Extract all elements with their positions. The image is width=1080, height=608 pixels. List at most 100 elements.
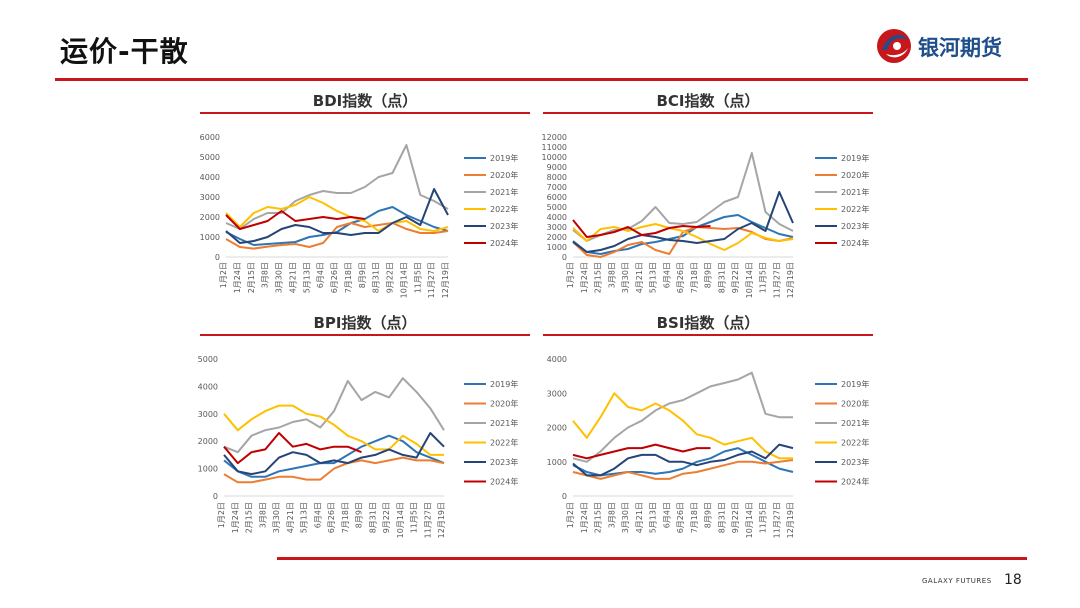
y-tick-label: 10000 bbox=[542, 153, 567, 162]
y-tick-label: 0 bbox=[215, 253, 220, 262]
bci-chart: BCI指数（点） 0 1000 2000 3000 4000 5000 6000 7000 80… bbox=[542, 90, 873, 310]
logo-text: 银河期货 bbox=[918, 36, 1002, 60]
y-tick-label: 6000 bbox=[200, 133, 220, 142]
legend-label: 2020年 bbox=[490, 399, 518, 409]
x-tick-label: 8月31日 bbox=[717, 262, 726, 293]
x-tick-label: 8月9日 bbox=[704, 502, 713, 528]
x-tick-label: 9月22日 bbox=[731, 502, 740, 533]
legend-label: 2024年 bbox=[490, 238, 518, 248]
x-tick-label: 3月30日 bbox=[275, 262, 284, 293]
y-tick-label: 3000 bbox=[547, 389, 567, 398]
x-tick-label: 3月8日 bbox=[258, 502, 267, 528]
y-tick-label: 1000 bbox=[198, 465, 218, 474]
legend-label: 2023年 bbox=[490, 221, 518, 231]
y-tick-label: 4000 bbox=[547, 213, 567, 222]
legend-label: 2021年 bbox=[490, 418, 518, 428]
series-line-2024年 bbox=[225, 210, 365, 230]
footer-brand: GALAXY FUTURES bbox=[922, 577, 992, 585]
series-line-2019年 bbox=[572, 214, 794, 255]
y-tick-label: 3000 bbox=[200, 193, 220, 202]
legend-label: 2023年 bbox=[841, 221, 869, 231]
legend-label: 2019年 bbox=[490, 153, 518, 163]
series-line-2020年 bbox=[572, 459, 794, 480]
x-tick-label: 7月18日 bbox=[344, 262, 353, 293]
x-tick-label: 10月14日 bbox=[745, 502, 754, 538]
x-tick-label: 8月31日 bbox=[717, 502, 726, 533]
x-tick-label: 4月21日 bbox=[635, 262, 644, 293]
legend-label: 2019年 bbox=[841, 379, 869, 389]
y-tick-label: 1000 bbox=[547, 458, 567, 467]
x-tick-label: 11月27日 bbox=[772, 262, 781, 298]
series-line-2024年 bbox=[572, 443, 711, 460]
y-tick-label: 0 bbox=[213, 492, 218, 501]
x-tick-label: 9月22日 bbox=[382, 502, 391, 533]
x-tick-label: 4月21日 bbox=[288, 262, 297, 293]
x-tick-label: 1月2日 bbox=[566, 502, 575, 528]
series-line-2021年 bbox=[225, 144, 449, 230]
series-line-2020年 bbox=[225, 222, 449, 250]
chart-title: BCI指数（点） bbox=[656, 92, 760, 110]
x-tick-label: 9月22日 bbox=[386, 262, 395, 293]
x-tick-label: 1月24日 bbox=[233, 262, 242, 293]
chart-title-divider bbox=[200, 112, 530, 114]
y-tick-label: 1000 bbox=[200, 233, 220, 242]
legend-label: 2022年 bbox=[490, 204, 518, 214]
legend-label: 2022年 bbox=[841, 438, 869, 448]
x-tick-label: 1月24日 bbox=[580, 262, 589, 293]
series-line-2019年 bbox=[572, 447, 794, 477]
page-number: 18 bbox=[1004, 572, 1022, 588]
x-tick-label: 11月27日 bbox=[427, 262, 436, 298]
legend-label: 2021年 bbox=[841, 187, 869, 197]
x-tick-label: 8月9日 bbox=[358, 262, 367, 288]
series-line-2022年 bbox=[572, 223, 794, 251]
x-tick-label: 3月30日 bbox=[272, 502, 281, 533]
series-line-2021年 bbox=[572, 371, 793, 463]
chart-title-divider bbox=[543, 112, 873, 114]
x-tick-label: 2月15日 bbox=[594, 502, 603, 533]
footer-divider bbox=[277, 557, 1027, 560]
bsi-chart: BSI指数（点） 0 1000 2000 3000 4000 1月2日 1月24日 2月15日… bbox=[543, 312, 873, 547]
y-tick-label: 4000 bbox=[547, 355, 567, 364]
series-line-2021年 bbox=[572, 152, 794, 242]
x-tick-label: 8月9日 bbox=[355, 502, 364, 528]
x-tick-label: 7月18日 bbox=[341, 502, 350, 533]
chart-title: BPI指数（点） bbox=[313, 314, 417, 332]
x-tick-label: 7月18日 bbox=[690, 502, 699, 533]
x-tick-label: 12月19日 bbox=[786, 502, 795, 538]
series-line-2023年 bbox=[225, 188, 449, 244]
chart-title: BDI指数（点） bbox=[312, 92, 418, 110]
legend-label: 2024年 bbox=[841, 477, 869, 487]
x-tick-label: 6月26日 bbox=[327, 502, 336, 533]
legend-label: 2023年 bbox=[841, 457, 869, 467]
x-tick-label: 6月4日 bbox=[662, 262, 671, 288]
x-tick-label: 2月15日 bbox=[247, 262, 256, 293]
x-tick-label: 10月14日 bbox=[745, 262, 754, 298]
chart-title-divider bbox=[200, 334, 530, 336]
company-logo: 银河期货 bbox=[874, 26, 1034, 66]
y-tick-label: 5000 bbox=[200, 153, 220, 162]
legend-label: 2021年 bbox=[841, 418, 869, 428]
bpi-chart: BPI指数（点） 0 1000 2000 3000 4000 5000 1月2日 1月24日 2… bbox=[198, 312, 530, 547]
x-tick-label: 12月19日 bbox=[786, 262, 795, 298]
y-tick-label: 5000 bbox=[198, 355, 218, 364]
legend-label: 2024年 bbox=[841, 238, 869, 248]
x-tick-label: 3月8日 bbox=[261, 262, 270, 288]
x-tick-label: 1月2日 bbox=[219, 262, 228, 288]
series-line-2023年 bbox=[223, 432, 445, 476]
legend-label: 2021年 bbox=[490, 187, 518, 197]
legend-label: 2020年 bbox=[841, 399, 869, 409]
series-line-2022年 bbox=[572, 392, 793, 460]
legend-label: 2019年 bbox=[841, 153, 869, 163]
y-tick-label: 3000 bbox=[547, 223, 567, 232]
y-tick-label: 4000 bbox=[198, 382, 218, 391]
x-tick-label: 11月27日 bbox=[772, 502, 781, 538]
x-tick-label: 6月4日 bbox=[662, 502, 671, 528]
x-tick-label: 9月22日 bbox=[731, 262, 740, 293]
series-line-2020年 bbox=[223, 456, 445, 484]
x-tick-label: 1月2日 bbox=[566, 262, 575, 288]
x-tick-label: 6月4日 bbox=[316, 262, 325, 288]
y-tick-label: 7000 bbox=[547, 183, 567, 192]
x-tick-label: 3月30日 bbox=[621, 502, 630, 533]
x-tick-label: 5月13日 bbox=[649, 502, 658, 533]
x-tick-label: 2月15日 bbox=[245, 502, 254, 533]
